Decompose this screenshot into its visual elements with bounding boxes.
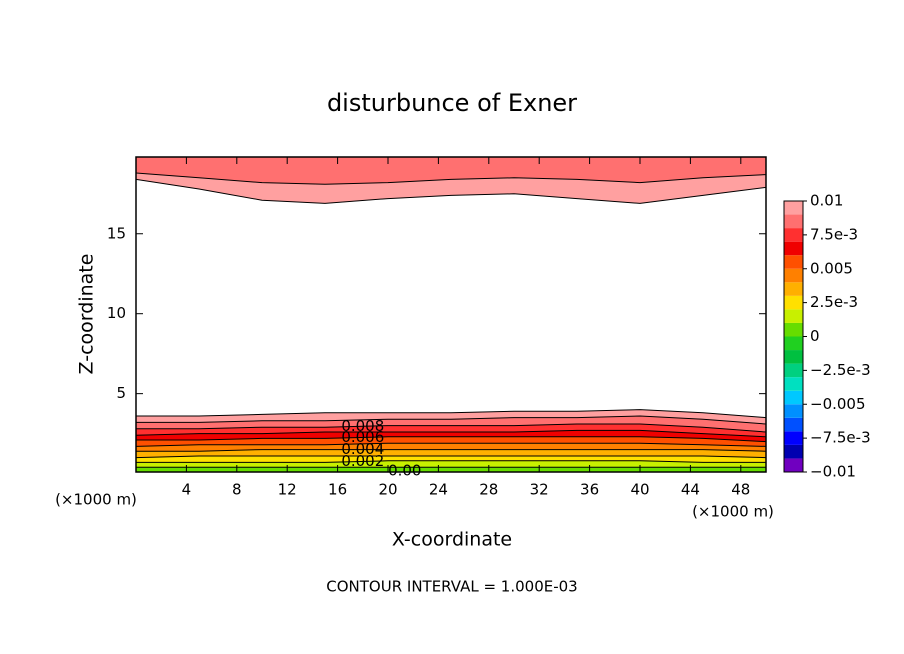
x-tick-label: 48 — [731, 481, 750, 499]
x-tick-label: 4 — [182, 481, 192, 499]
x-tick-label: 32 — [530, 481, 549, 499]
contour-note: CONTOUR INTERVAL = 1.000E-03 — [326, 578, 577, 596]
colorbar-label: 7.5e-3 — [810, 225, 858, 243]
x-axis-label: X-coordinate — [392, 529, 512, 551]
colorbar-swatch — [784, 268, 803, 283]
contour-line — [136, 415, 766, 425]
colorbar-swatch — [784, 295, 803, 310]
colorbar-swatch — [784, 431, 803, 445]
contour-line — [136, 409, 766, 419]
colorbar-swatch — [784, 363, 803, 378]
colorbar-label: 0.01 — [810, 192, 843, 210]
colorbar-label: −7.5e-3 — [810, 429, 871, 447]
colorbar-swatch — [784, 282, 803, 296]
colorbar-label: −2.5e-3 — [810, 361, 871, 379]
colorbar-swatch — [784, 255, 803, 269]
contour-line — [136, 449, 766, 452]
x-tick-label: 8 — [232, 481, 242, 499]
colorbar-swatch — [784, 228, 803, 242]
y-unit: (×1000 m) — [55, 491, 137, 509]
contour-label: 0.002 — [341, 452, 384, 470]
contour-label: 0.006 — [341, 428, 384, 446]
x-tick-label: 40 — [630, 481, 649, 499]
y-tick-label: 5 — [116, 384, 126, 402]
x-tick-label: 36 — [580, 481, 599, 499]
contour-fills — [136, 157, 766, 474]
y-tick-label: 10 — [107, 304, 126, 322]
contour-line — [136, 429, 766, 438]
colorbar-swatch — [784, 444, 803, 459]
colorbar-swatch — [784, 350, 803, 364]
plot-frame — [135, 156, 767, 473]
colorbar-swatch — [784, 336, 803, 351]
colorbar-swatch — [784, 214, 803, 229]
colorbar-swatch — [784, 201, 803, 215]
contour-line — [136, 423, 766, 433]
contour-line — [136, 442, 766, 447]
x-tick-label: 20 — [378, 481, 397, 499]
contour-line — [136, 455, 766, 459]
colorbar-label: 0 — [810, 327, 820, 345]
contour-label: 0.00 — [388, 462, 421, 480]
contour-band — [136, 473, 766, 474]
contour-lines — [136, 172, 766, 468]
colorbar-swatch — [784, 390, 803, 405]
x-tick-label: 16 — [328, 481, 347, 499]
chart-title: disturbunce of Exner — [327, 89, 577, 117]
colorbar-label: 2.5e-3 — [810, 293, 858, 311]
contour-label: 0.008 — [341, 417, 384, 435]
colorbar-label: −0.01 — [810, 463, 856, 481]
colorbar-swatch — [784, 322, 803, 337]
colorbar-swatch — [784, 241, 803, 256]
y-axis-label: Z-coordinate — [76, 254, 98, 375]
colorbar-swatch — [784, 377, 803, 391]
colorbar-label: 0.005 — [810, 259, 853, 277]
colorbar-swatch — [784, 404, 803, 418]
x-unit: (×1000 m) — [692, 503, 774, 521]
contour-line — [136, 460, 766, 463]
colorbar-swatch — [784, 309, 803, 323]
colorbar-swatch — [784, 417, 803, 432]
contour-line — [136, 178, 766, 204]
x-tick-label: 24 — [429, 481, 448, 499]
x-tick-label: 44 — [681, 481, 700, 499]
x-tick-label: 28 — [479, 481, 498, 499]
contour-line — [136, 172, 766, 185]
x-tick-label: 12 — [278, 481, 297, 499]
y-tick-label: 15 — [107, 224, 126, 242]
colorbar-swatch — [784, 458, 803, 472]
contour-label: 0.004 — [341, 440, 384, 458]
contour-line — [136, 436, 766, 443]
colorbar-label: −0.005 — [810, 395, 866, 413]
